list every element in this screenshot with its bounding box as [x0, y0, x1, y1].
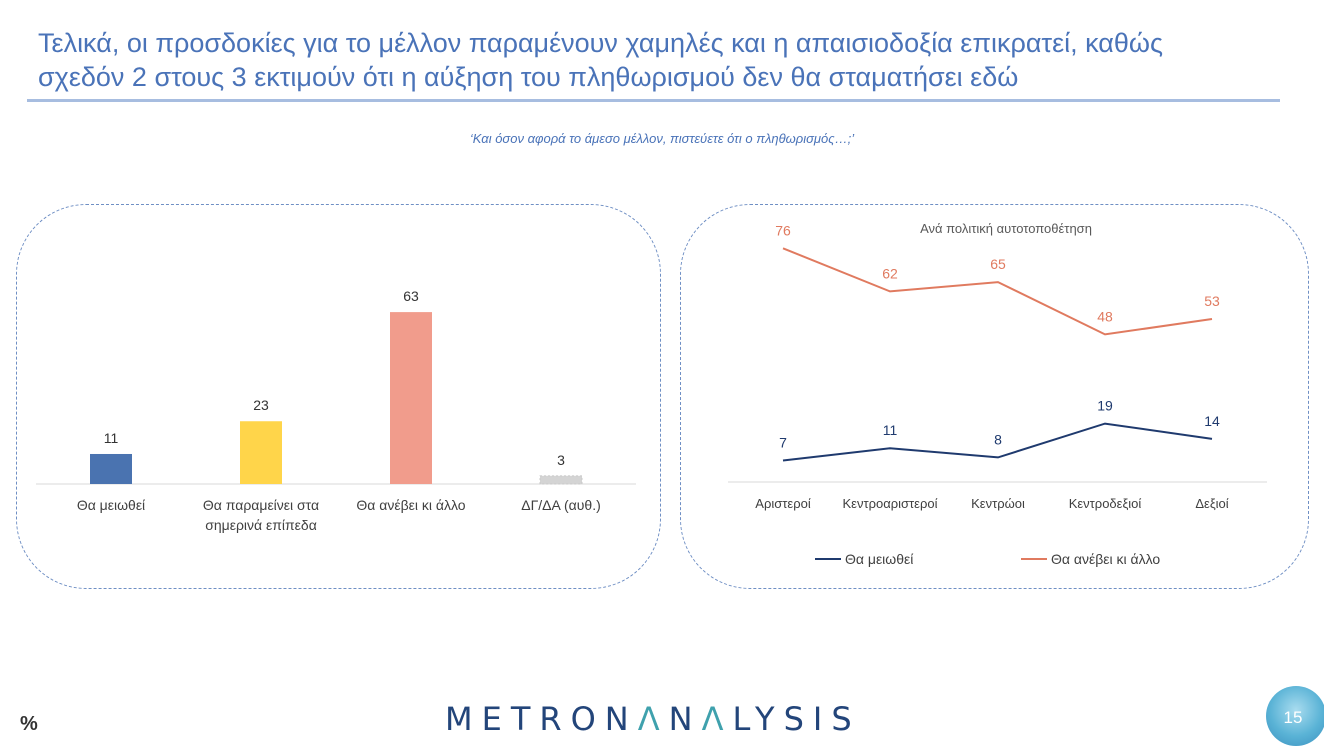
- series-0-value-label-2: 8: [994, 431, 1002, 447]
- logo-lambda-2: Λ: [701, 700, 733, 738]
- page-number: 15: [1283, 708, 1303, 727]
- unit-label: %: [20, 713, 38, 735]
- bar-category-label-0-0: Θα μειωθεί: [77, 497, 145, 513]
- line-chart-panel: [680, 204, 1309, 589]
- bar-value-label-2: 63: [403, 288, 419, 304]
- bar-value-label-3: 3: [557, 452, 565, 468]
- bar-1: [240, 421, 282, 484]
- series-1-value-label-1: 62: [882, 265, 898, 281]
- logo-part-3: LYSIS: [732, 700, 861, 738]
- bar-value-label-0: 11: [104, 430, 119, 446]
- logo-part-2: N: [668, 700, 702, 738]
- bar-value-label-1: 23: [253, 397, 269, 413]
- title-underline: [27, 99, 1280, 102]
- bar-chart-panel: [16, 204, 661, 589]
- bar-2: [390, 312, 432, 484]
- page-badge-icon: [1266, 686, 1324, 746]
- bar-3: [539, 475, 583, 485]
- slide-title: Τελικά, οι προσδοκίες για το μέλλον παρα…: [38, 26, 1278, 94]
- legend-label-0: Θα μειωθεί: [845, 551, 913, 567]
- line-category-label-3: Κεντροδεξιοί: [1069, 496, 1142, 511]
- logo-part-1: METRON: [445, 700, 638, 738]
- line-category-label-0: Αριστεροί: [755, 496, 811, 511]
- bar-category-label-2-0: Θα ανέβει κι άλλο: [356, 497, 465, 513]
- legend-label-1: Θα ανέβει κι άλλο: [1051, 551, 1160, 567]
- series-line-1: [782, 247, 1213, 336]
- line-category-label-4: Δεξιοί: [1195, 496, 1228, 511]
- series-1-value-label-3: 48: [1097, 308, 1113, 324]
- title-line-2: σχεδόν 2 στους 3 εκτιμούν ότι η αύξηση τ…: [38, 62, 1019, 92]
- line-category-label-2: Κεντρώοι: [971, 496, 1025, 511]
- logo-lambda: Λ: [637, 700, 669, 738]
- series-0-value-label-4: 14: [1204, 413, 1220, 429]
- line-category-label-1: Κεντροαριστεροί: [843, 496, 938, 511]
- series-0-value-label-3: 19: [1097, 398, 1113, 414]
- series-0-value-label-0: 7: [779, 434, 787, 450]
- bar-category-label-1-1: σημερινά επίπεδα: [205, 517, 317, 533]
- bar-0: [90, 453, 132, 484]
- series-1-value-label-0: 76: [775, 222, 791, 238]
- bar-category-label-3-0: ΔΓ/ΔΑ (αυθ.): [521, 497, 601, 513]
- question-text: ‘Και όσον αφορά το άμεσο μέλλον, πιστεύε…: [469, 131, 855, 146]
- series-1-value-label-2: 65: [990, 256, 1006, 272]
- series-0-value-label-1: 11: [883, 422, 898, 438]
- series-1-value-label-4: 53: [1204, 293, 1220, 309]
- title-line-1: Τελικά, οι προσδοκίες για το μέλλον παρα…: [38, 28, 1164, 58]
- bar-category-label-1-0: Θα παραμείνει στα: [203, 497, 319, 513]
- series-line-0: [782, 422, 1213, 462]
- line-chart-title: Ανά πολιτική αυτοτοποθέτηση: [920, 221, 1092, 236]
- metron-analysis-logo: METRONΛNΛLYSIS: [445, 700, 861, 738]
